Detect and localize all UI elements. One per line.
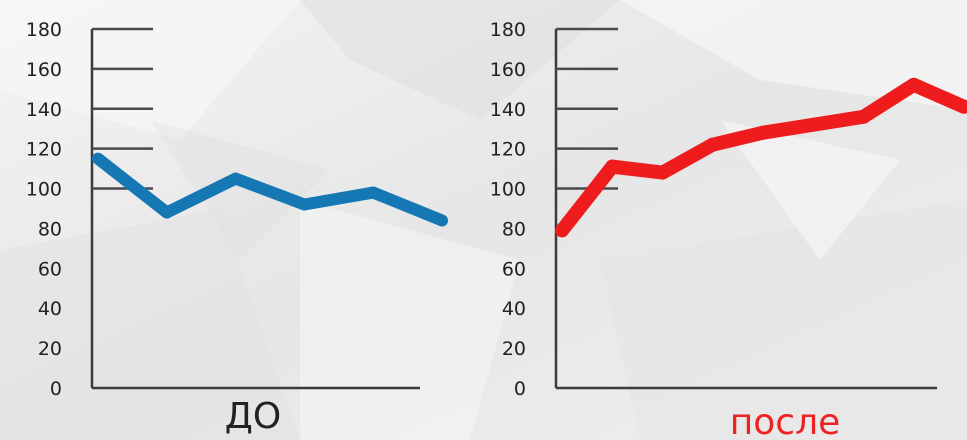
data-point [298, 198, 311, 211]
y-tick-label: 80 [502, 218, 526, 240]
chart-caption: ДО [225, 396, 281, 437]
y-tick-label: 80 [38, 218, 62, 240]
data-point [756, 125, 770, 140]
y-tick-label: 20 [38, 338, 62, 360]
data-point [436, 214, 448, 227]
data-point [957, 99, 967, 114]
y-tick-label: 60 [38, 258, 62, 280]
series-line [556, 77, 967, 235]
data-point [160, 206, 173, 219]
y-tick-label: 160 [26, 59, 62, 81]
data-point [655, 165, 670, 180]
y-tick-label: 40 [38, 298, 62, 320]
data-point [605, 159, 620, 174]
y-tick-label: 160 [490, 59, 526, 81]
data-point [92, 152, 104, 165]
y-tick-label: 120 [26, 139, 62, 161]
data-point [555, 223, 569, 238]
y-tick-label: 180 [26, 19, 62, 41]
y-tick-label: 100 [26, 179, 62, 201]
data-point [906, 77, 921, 92]
y-tick-label: 120 [490, 139, 526, 161]
y-tick-label: 100 [490, 179, 526, 201]
data-point [856, 109, 871, 124]
data-point [229, 172, 242, 185]
chart-caption: после [730, 402, 841, 440]
y-tick-label: 0 [50, 378, 62, 400]
y-tick-label: 0 [514, 378, 526, 400]
data-point [705, 137, 720, 152]
data-point [806, 117, 821, 132]
y-tick-label: 20 [502, 338, 526, 360]
y-tick-label: 60 [502, 258, 526, 280]
y-tick-label: 140 [490, 99, 526, 121]
data-point [367, 186, 380, 199]
y-tick-label: 140 [26, 99, 62, 121]
y-tick-label: 40 [502, 298, 526, 320]
series-line [94, 153, 445, 227]
y-tick-label: 180 [490, 19, 526, 41]
